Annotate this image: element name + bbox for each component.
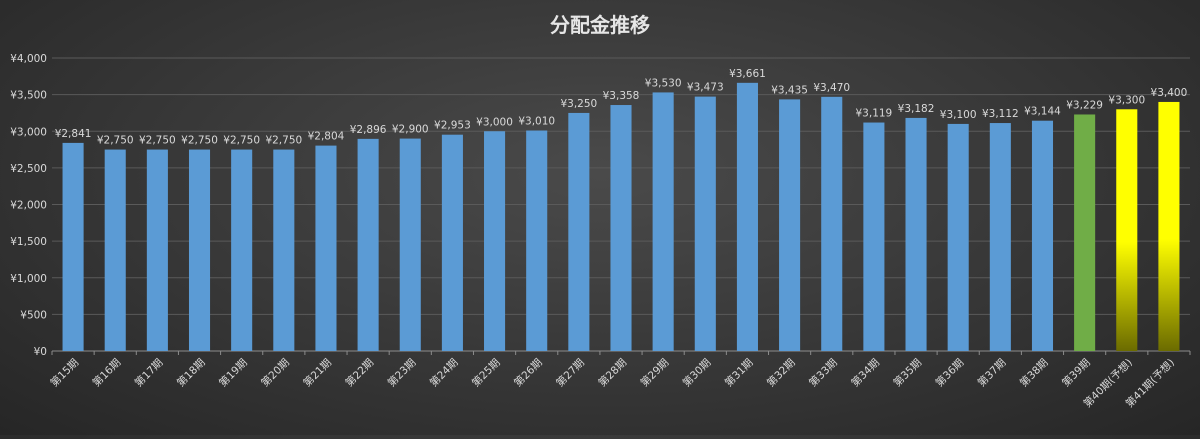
y-tick-label: ¥1,000 bbox=[10, 273, 47, 285]
y-tick-label: ¥3,000 bbox=[10, 126, 47, 138]
x-tick-label: 第37期 bbox=[975, 356, 1008, 389]
bar bbox=[821, 96, 843, 351]
x-tick-label: 第17期 bbox=[132, 356, 165, 389]
data-labels: ¥2,841 ¥2,750 ¥2,750 ¥2,750 ¥2,750 ¥2,750 ¥2,8… bbox=[55, 68, 1188, 147]
bars bbox=[62, 82, 1180, 352]
bar bbox=[736, 82, 758, 351]
bar bbox=[526, 130, 548, 351]
bar bbox=[1158, 101, 1180, 351]
x-tick-label: 第28期 bbox=[596, 356, 629, 389]
data-label: ¥3,473 bbox=[687, 82, 724, 94]
x-tick-label: 第36期 bbox=[933, 356, 966, 389]
x-tick-label: 第23期 bbox=[385, 356, 418, 389]
x-tick-label: 第19期 bbox=[216, 356, 249, 389]
data-label: ¥2,896 bbox=[350, 124, 387, 136]
y-tick-label: ¥0 bbox=[34, 346, 47, 358]
x-tick-label: 第27期 bbox=[553, 356, 586, 389]
data-label: ¥3,400 bbox=[1151, 87, 1188, 99]
bar bbox=[568, 112, 590, 351]
data-label: ¥3,182 bbox=[898, 103, 935, 115]
data-label: ¥2,804 bbox=[308, 131, 345, 143]
y-tick-label: ¥1,500 bbox=[10, 236, 47, 248]
data-label: ¥3,530 bbox=[645, 77, 682, 89]
bar bbox=[104, 149, 126, 351]
data-label: ¥3,661 bbox=[729, 68, 766, 80]
x-tick-label: 第31期 bbox=[722, 356, 755, 389]
bar bbox=[652, 92, 674, 352]
bar bbox=[231, 149, 253, 351]
bar bbox=[399, 138, 421, 351]
bar bbox=[484, 131, 506, 351]
bar bbox=[694, 96, 716, 351]
bar bbox=[357, 138, 379, 351]
bar bbox=[441, 134, 463, 351]
x-tick-label: 第38期 bbox=[1017, 356, 1050, 389]
y-tick-label: ¥2,000 bbox=[10, 200, 47, 212]
data-label: ¥2,750 bbox=[97, 135, 134, 147]
x-tick-label: 第21期 bbox=[301, 356, 334, 389]
x-tick-label: 第29期 bbox=[638, 356, 671, 389]
x-tick-label: 第22期 bbox=[343, 356, 376, 389]
y-tick-label: ¥3,500 bbox=[10, 90, 47, 102]
bar bbox=[779, 99, 801, 351]
bar bbox=[1031, 120, 1054, 352]
data-label: ¥2,841 bbox=[55, 128, 92, 140]
data-label: ¥3,144 bbox=[1024, 106, 1061, 118]
data-label: ¥3,112 bbox=[982, 108, 1019, 120]
x-tick-label: 第16期 bbox=[90, 356, 123, 389]
bar bbox=[62, 142, 84, 351]
bar bbox=[1074, 114, 1096, 351]
y-tick-label: ¥4,000 bbox=[10, 53, 47, 65]
bar bbox=[1116, 109, 1138, 352]
data-label: ¥3,010 bbox=[518, 116, 555, 128]
data-label: ¥2,750 bbox=[223, 135, 260, 147]
x-tick-label: 第35期 bbox=[891, 356, 924, 389]
data-label: ¥3,100 bbox=[940, 109, 977, 121]
bar bbox=[989, 123, 1011, 352]
x-tick-label: 第18期 bbox=[174, 356, 207, 389]
data-label: ¥3,000 bbox=[476, 116, 513, 128]
bar bbox=[905, 117, 927, 351]
data-label: ¥3,435 bbox=[771, 84, 808, 96]
x-tick-label: 第25期 bbox=[469, 356, 502, 389]
x-tick-label: 第33期 bbox=[806, 356, 839, 389]
bar bbox=[273, 149, 295, 351]
x-tick-label: 第15期 bbox=[48, 356, 81, 389]
data-label: ¥3,119 bbox=[856, 108, 893, 120]
data-label: ¥2,953 bbox=[434, 120, 471, 132]
data-label: ¥2,750 bbox=[181, 135, 218, 147]
bar bbox=[146, 149, 168, 351]
data-label: ¥2,750 bbox=[265, 135, 302, 147]
bar bbox=[863, 122, 885, 351]
x-tick-label: 第34期 bbox=[849, 356, 882, 389]
data-label: ¥3,358 bbox=[603, 90, 640, 102]
x-tick-label: 第26期 bbox=[511, 356, 544, 389]
x-tick-label: 第20期 bbox=[258, 356, 291, 389]
chart-title: 分配金推移 bbox=[550, 13, 650, 37]
bar bbox=[315, 145, 337, 351]
x-tick-label: 第39期 bbox=[1059, 356, 1092, 389]
bar bbox=[610, 105, 632, 352]
data-label: ¥3,250 bbox=[560, 98, 597, 110]
data-label: ¥2,750 bbox=[139, 135, 176, 147]
data-label: ¥2,900 bbox=[392, 124, 429, 136]
x-tick-label: 第32期 bbox=[764, 356, 797, 389]
y-tick-label: ¥2,500 bbox=[10, 163, 47, 175]
data-label: ¥3,300 bbox=[1108, 94, 1145, 106]
bar bbox=[188, 149, 211, 351]
x-axis: 第15期 第16期 第17期 第18期 第19期 第20期 第21期 第22期 第23期 第24期… bbox=[48, 351, 1191, 410]
data-label: ¥3,229 bbox=[1066, 99, 1103, 111]
data-label: ¥3,470 bbox=[813, 82, 850, 94]
x-tick-label: 第30期 bbox=[680, 356, 713, 389]
y-tick-label: ¥500 bbox=[20, 309, 47, 321]
bar bbox=[947, 123, 969, 351]
x-tick-label: 第24期 bbox=[427, 356, 460, 389]
y-axis: ¥0 ¥500 ¥1,000 ¥1,500 ¥2,000 ¥2,500 ¥3,000 ¥3,5… bbox=[10, 53, 47, 358]
